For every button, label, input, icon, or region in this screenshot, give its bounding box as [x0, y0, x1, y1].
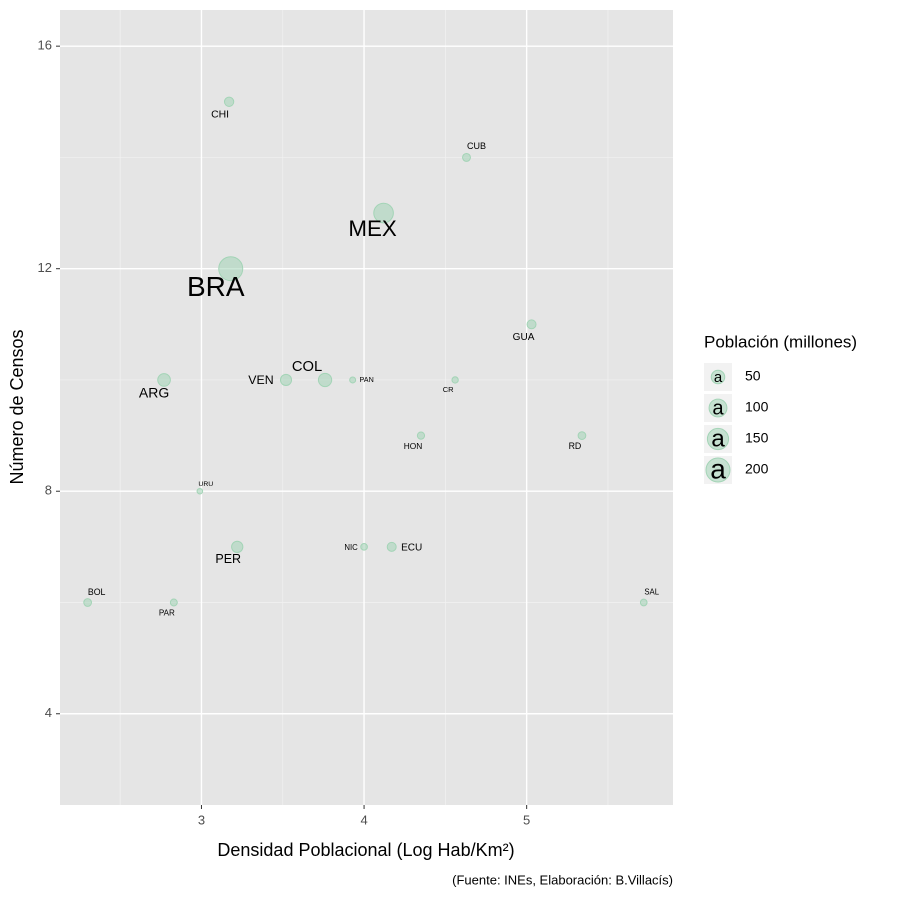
point-label: PAN — [360, 375, 374, 384]
bubble — [360, 543, 368, 551]
point-label: CR — [443, 385, 454, 394]
legend-label: 50 — [745, 368, 761, 384]
bubble — [157, 373, 171, 387]
legend-key-glyph: a — [712, 397, 724, 419]
bubble — [196, 487, 204, 495]
legend-label: 150 — [745, 430, 769, 446]
point-label: RD — [569, 441, 582, 451]
point-label: PER — [215, 552, 241, 566]
x-tick-label: 5 — [523, 812, 530, 827]
caption: (Fuente: INEs, Elaboración: B.Villacís) — [452, 872, 673, 887]
point-label: CUB — [467, 141, 486, 151]
x-tick-label: 4 — [360, 812, 367, 827]
bubble — [231, 540, 244, 553]
point-label: MEX — [348, 216, 396, 241]
point-label: HON — [404, 441, 423, 451]
bubble — [218, 256, 244, 282]
bubble — [279, 373, 293, 387]
y-tick-label: 12 — [38, 260, 52, 275]
bubble — [462, 152, 471, 162]
legend-title: Población (millones) — [704, 332, 857, 351]
legend-key-glyph: a — [711, 425, 725, 452]
point-label: BRA — [187, 271, 245, 302]
y-axis-title: Número de Censos — [7, 329, 27, 484]
bubble — [373, 202, 394, 224]
point-label: ARG — [139, 385, 169, 401]
point-label: PAR — [159, 609, 175, 618]
bubble — [639, 598, 648, 607]
legend-key-glyph: a — [714, 369, 723, 386]
legend-key — [708, 398, 728, 418]
point-label: BOL — [88, 587, 106, 597]
point-label: COL — [292, 359, 322, 375]
legend-key — [705, 457, 731, 483]
bubble — [223, 96, 235, 107]
y-tick-label: 16 — [38, 38, 52, 53]
y-tick-label: 8 — [45, 483, 52, 498]
point-label: URU — [198, 481, 213, 488]
legend-label: 100 — [745, 399, 769, 415]
point-label: NIC — [344, 543, 358, 552]
point-label: GUA — [513, 332, 535, 343]
bubble — [416, 431, 426, 440]
bubble — [577, 431, 587, 440]
x-axis-title: Densidad Poblacional (Log Hab/Km²) — [217, 840, 514, 860]
legend-key — [706, 427, 730, 451]
bubble — [526, 319, 537, 330]
legend-key — [710, 369, 726, 385]
bubble — [83, 598, 92, 607]
bubble — [349, 376, 357, 384]
y-tick-label: 4 — [45, 705, 52, 720]
legend-label: 200 — [745, 461, 769, 477]
bubble — [451, 376, 459, 384]
point-label: SAL — [644, 588, 659, 597]
point-label: ECU — [401, 543, 422, 554]
bubble — [317, 372, 333, 388]
bubble — [386, 541, 397, 552]
point-label: VEN — [248, 373, 273, 387]
legend-key-glyph: a — [710, 453, 726, 484]
panel-background — [60, 10, 673, 805]
bubble — [169, 598, 178, 607]
point-label: CHI — [211, 110, 229, 121]
x-tick-label: 3 — [198, 812, 205, 827]
